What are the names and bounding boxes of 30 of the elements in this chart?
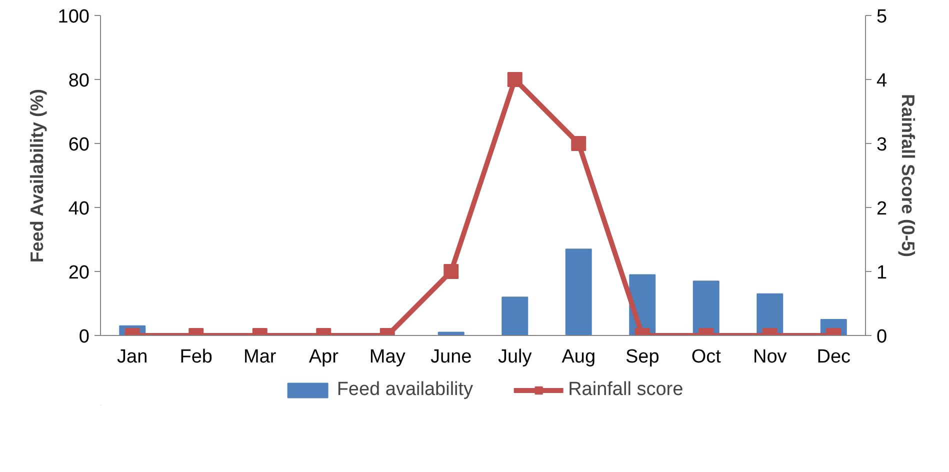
y-tick-label: 0 <box>78 326 90 348</box>
y2-tick-label: 2 <box>876 198 888 220</box>
y-tick-label: 100 <box>58 6 90 28</box>
x-tick-label: June <box>430 346 472 368</box>
bar <box>502 296 528 336</box>
y2-tick-label: 1 <box>876 262 888 284</box>
x-tick-label: Oct <box>691 346 722 368</box>
y2-tick-label: 3 <box>876 134 888 156</box>
x-tick-label: Apr <box>308 346 340 368</box>
x-tick-label: May <box>369 346 406 368</box>
legend-label: Feed availability <box>336 379 474 401</box>
legend-label: Rainfall score <box>568 379 684 401</box>
y2-tick-label: 4 <box>876 70 888 92</box>
x-tick-label: July <box>498 346 532 368</box>
y2-tick-label: 5 <box>876 6 888 28</box>
y-tick-label: 60 <box>68 134 90 156</box>
bar <box>565 248 592 336</box>
x-tick-label: Jan <box>117 346 148 368</box>
y2-tick-label: 0 <box>876 326 888 348</box>
y-tick-label: 40 <box>68 198 90 220</box>
x-tick-label: Mar <box>244 346 277 368</box>
y-tick-label: 20 <box>68 262 90 284</box>
x-tick-label: Nov <box>752 346 788 368</box>
y-tick-label: 80 <box>68 70 90 92</box>
x-tick-label: Feb <box>180 346 213 368</box>
y-axis-title: Feed Availability (%) <box>26 88 47 263</box>
y2-axis-title: Rainfall Score (0-5) <box>898 94 918 258</box>
x-tick-label: Aug <box>562 346 596 368</box>
x-tick-label: Dec <box>816 346 851 368</box>
x-tick-label: Sep <box>625 346 660 368</box>
